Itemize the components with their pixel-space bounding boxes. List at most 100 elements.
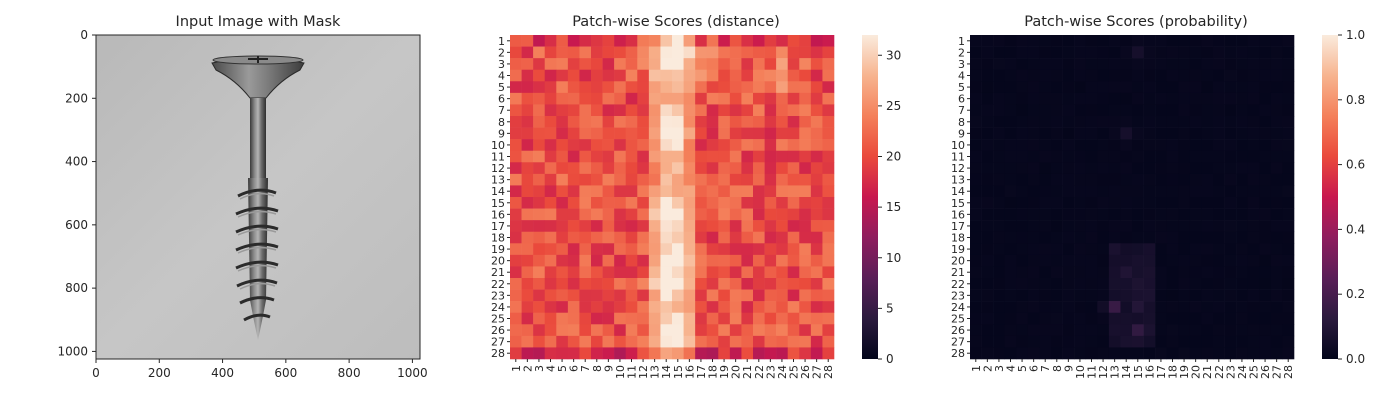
heatmap-col-label: 1 — [970, 365, 983, 372]
heatmap-cell — [660, 104, 673, 117]
heatmap-cell — [556, 92, 569, 105]
heatmap-col-label: 8 — [591, 365, 604, 372]
heatmap-cell — [1213, 104, 1225, 117]
heatmap-cell — [567, 69, 580, 82]
heatmap-cell — [1074, 35, 1087, 47]
heatmap-cell — [1097, 162, 1110, 175]
heatmap-cell — [1074, 81, 1087, 94]
heatmap-cell — [683, 197, 696, 209]
heatmap-cell — [1027, 185, 1040, 198]
heatmap-row-label: 10 — [951, 139, 965, 152]
heatmap-cell — [764, 185, 777, 198]
heatmap-cell — [1155, 347, 1168, 360]
heatmap-cell — [591, 254, 603, 267]
image-panel-title: Input Image with Mask — [176, 14, 341, 30]
heatmap-cell — [822, 58, 835, 71]
heatmap-cell — [718, 46, 731, 59]
heatmap-cell — [753, 301, 765, 314]
image-y-tick-label: 400 — [65, 155, 88, 169]
heatmap-cell — [1155, 185, 1168, 198]
heatmap-cell — [556, 127, 569, 140]
heatmap-cell — [648, 231, 661, 244]
heatmap-cell — [544, 81, 557, 94]
heatmap-cell — [1213, 162, 1225, 175]
heatmap-cell — [1259, 289, 1272, 302]
heatmap-cell — [706, 81, 719, 94]
heatmap-cell — [544, 46, 557, 59]
heatmap-cell — [799, 173, 812, 186]
heatmap-cell — [637, 69, 650, 82]
colorbar-tick-label: 0.6 — [1346, 158, 1365, 172]
heatmap-cell — [753, 347, 765, 360]
heatmap-cell — [1213, 266, 1225, 279]
heatmap-cell — [1224, 139, 1237, 152]
heatmap-cell — [753, 266, 765, 279]
heatmap-cell — [1097, 81, 1110, 94]
heatmap-cell — [1189, 92, 1202, 105]
distance-heatmap-title: Patch-wise Scores (distance) — [572, 14, 780, 30]
heatmap-cell — [637, 139, 650, 152]
heatmap-cell — [648, 139, 661, 152]
heatmap-cell — [799, 104, 812, 117]
heatmap-cell — [1247, 127, 1260, 140]
heatmap-cell — [706, 150, 719, 163]
heatmap-cell — [1097, 116, 1110, 128]
heatmap-col-label: 26 — [1259, 365, 1272, 379]
heatmap-cell — [591, 243, 603, 256]
heatmap-cell — [787, 243, 800, 256]
heatmap-cell — [1097, 301, 1110, 314]
heatmap-cell — [1132, 162, 1144, 175]
heatmap-cell — [970, 127, 982, 140]
heatmap-cell — [753, 208, 765, 221]
heatmap-cell — [1004, 231, 1017, 244]
heatmap-cell — [695, 324, 708, 337]
heatmap-cell — [591, 278, 603, 290]
heatmap-cell — [718, 139, 731, 152]
heatmap-cell — [1108, 162, 1121, 175]
heatmap-cell — [1282, 220, 1295, 233]
heatmap-cell — [822, 81, 835, 94]
heatmap-cell — [1166, 69, 1179, 82]
heatmap-cell — [1178, 185, 1191, 198]
probability-heatmap-col-labels: 1234567891011121314151617181920212223242… — [970, 359, 1295, 379]
heatmap-cell — [822, 266, 835, 279]
heatmap-cell — [521, 185, 534, 198]
heatmap-cell — [1027, 278, 1040, 290]
heatmap-cell — [706, 69, 719, 82]
heatmap-cell — [776, 58, 789, 71]
heatmap-cell — [1039, 312, 1052, 325]
heatmap-cell — [660, 46, 673, 59]
heatmap-cell — [567, 150, 580, 163]
heatmap-cell — [1178, 35, 1191, 47]
heatmap-cell — [822, 185, 835, 198]
heatmap-cell — [787, 312, 800, 325]
heatmap-cell — [1155, 278, 1168, 290]
heatmap-cell — [533, 104, 546, 117]
heatmap-cell — [683, 312, 696, 325]
heatmap-cell — [625, 324, 638, 337]
heatmap-cell — [1062, 220, 1075, 233]
heatmap-cell — [741, 197, 754, 209]
heatmap-cell — [579, 208, 592, 221]
heatmap-cell — [510, 81, 522, 94]
heatmap-cell — [1016, 289, 1029, 302]
heatmap-col-label: 2 — [981, 365, 994, 372]
heatmap-cell — [1085, 220, 1098, 233]
heatmap-cell — [1074, 197, 1087, 209]
heatmap-cell — [1074, 208, 1087, 221]
heatmap-cell — [660, 289, 673, 302]
heatmap-cell — [544, 58, 557, 71]
heatmap-cell — [1085, 301, 1098, 314]
heatmap-cell — [1085, 243, 1098, 256]
heatmap-col-label: 12 — [1097, 365, 1110, 379]
heatmap-cell — [683, 58, 696, 71]
heatmap-cell — [1120, 185, 1133, 198]
heatmap-cell — [672, 69, 684, 82]
heatmap-cell — [1108, 150, 1121, 163]
heatmap-cell — [1016, 312, 1029, 325]
heatmap-col-label: 12 — [637, 365, 650, 379]
heatmap-cell — [753, 127, 765, 140]
heatmap-cell — [1270, 35, 1283, 47]
heatmap-cell — [764, 104, 777, 117]
